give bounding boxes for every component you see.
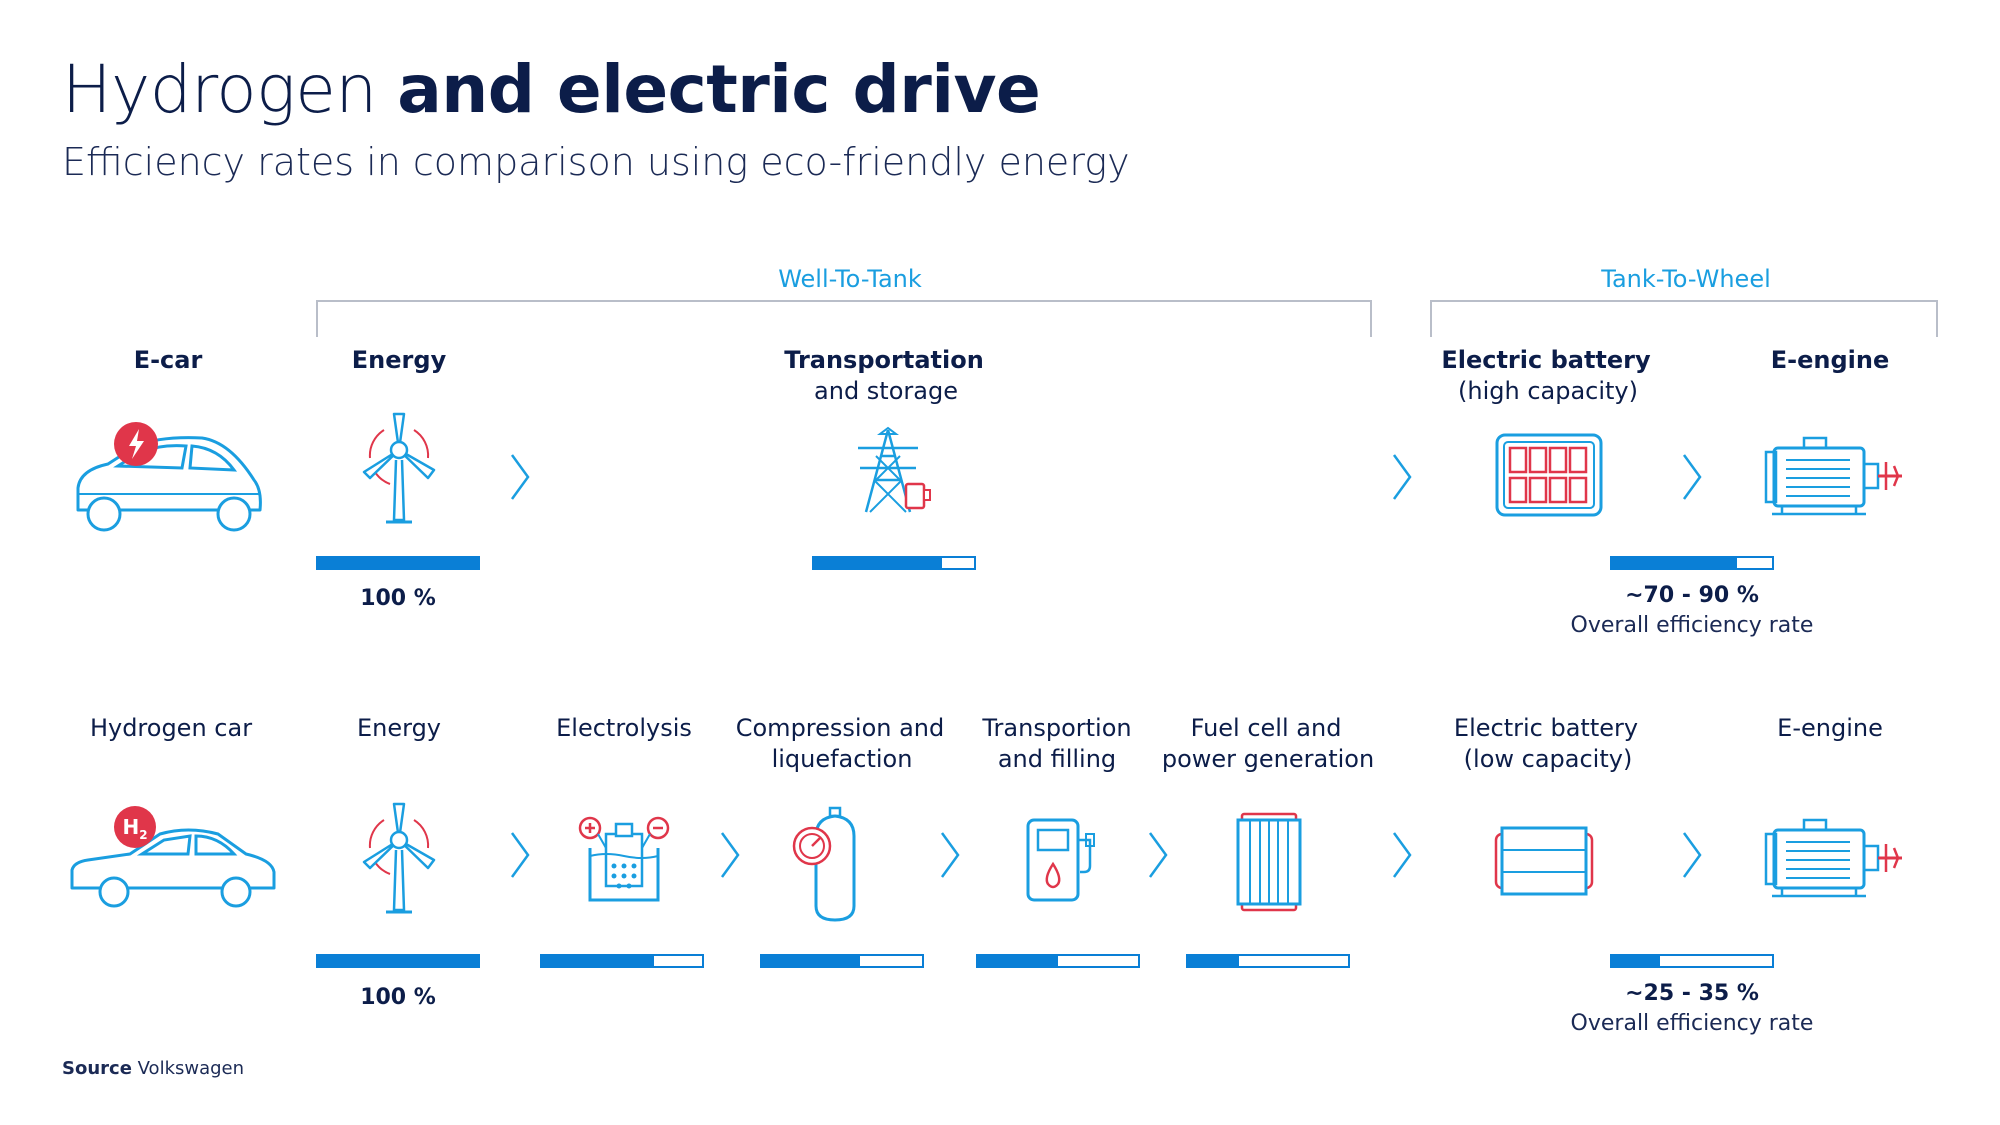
hcar-step-compression-label: Compression and <box>735 714 945 742</box>
hcar-label: Hydrogen car <box>89 714 253 742</box>
hydrogen-badge-letter: H <box>122 815 140 839</box>
ecar-energy-bar <box>316 556 480 570</box>
chevron-right-icon <box>940 832 960 878</box>
chevron-right-icon <box>720 832 740 878</box>
ecar-energy-bar-fill <box>318 558 478 568</box>
hydrogen-badge-sub: 2 <box>139 828 148 842</box>
hcar-energy-bar-fill <box>318 956 478 966</box>
hcar-compression-bar-fill <box>762 956 860 966</box>
ecar-label: E-car <box>133 346 203 374</box>
wind-turbine-icon <box>356 800 442 920</box>
hcar-step-fuelcell-label: Fuel cell and <box>1190 714 1342 742</box>
hcar-step-fuelcell-sub: power generation <box>1161 745 1375 773</box>
electric-motor-icon <box>1762 816 1908 900</box>
ecar-step-battery-label: Electric battery <box>1441 346 1651 374</box>
hcar-compression-bar <box>760 954 924 968</box>
battery-icon <box>1494 826 1594 896</box>
lightning-icon <box>114 422 158 466</box>
chevron-right-icon <box>1148 832 1168 878</box>
wind-turbine-icon <box>356 410 442 530</box>
hcar-step-battery-sub: (low capacity) <box>1463 745 1633 773</box>
ecar-energy-value: 100 % <box>360 586 436 611</box>
ecar-step-transport-label: Transportation <box>784 346 984 374</box>
ecar-step-transport-sub: and storage <box>814 377 958 405</box>
chevron-right-icon <box>510 832 530 878</box>
hcar-energy-value: 100 % <box>360 985 436 1010</box>
page-title: Hydrogen and electric drive <box>62 50 1041 130</box>
hcar-energy-bar <box>316 954 480 968</box>
title-light: Hydrogen <box>62 51 377 128</box>
hcar-step-electrolysis-label: Electrolysis <box>556 714 692 742</box>
ecar-overall-bar <box>1610 556 1774 570</box>
ecar-overall-note: Overall efficiency rate <box>1570 613 1814 638</box>
page-subtitle: Efficiency rates in comparison using eco… <box>62 140 1130 184</box>
title-bold: and electric drive <box>397 51 1041 128</box>
hcar-step-engine-label: E-engine <box>1777 714 1883 742</box>
hcar-overall-bar <box>1610 954 1774 968</box>
hcar-filling-bar-fill <box>978 956 1058 966</box>
ecar-transport-bar-fill <box>814 558 942 568</box>
chevron-right-icon <box>1392 454 1412 500</box>
electrolysis-icon <box>576 812 672 908</box>
chevron-right-icon <box>1682 454 1702 500</box>
source-label: Source <box>62 1058 132 1079</box>
hcar-row-icon: H2 <box>68 806 278 908</box>
well-to-tank-bracket <box>316 300 1372 337</box>
tank-to-wheel-bracket <box>1430 300 1938 337</box>
ecar-overall-value: ~70 - 90 % <box>1625 583 1759 608</box>
battery-icon <box>1494 432 1604 518</box>
hcar-overall-bar-fill <box>1612 956 1660 966</box>
hcar-overall-value: ~25 - 35 % <box>1625 981 1759 1006</box>
ecar-transport-bar <box>812 556 976 570</box>
power-pylon-icon <box>850 426 936 516</box>
gas-tank-icon <box>790 806 880 922</box>
car-icon <box>70 828 276 908</box>
fuel-pump-icon <box>1024 816 1100 904</box>
hcar-step-battery-label: Electric battery <box>1453 714 1639 742</box>
ecar-step-battery-sub: (high capacity) <box>1458 377 1638 405</box>
phase-tank-to-wheel: Tank-To-Wheel <box>1601 265 1771 293</box>
ecar-step-engine-label: E-engine <box>1770 346 1890 374</box>
fuel-cell-icon <box>1234 812 1304 912</box>
hcar-overall-note: Overall efficiency rate <box>1570 1011 1814 1036</box>
car-icon <box>76 436 262 532</box>
ecar-row-icon <box>70 422 266 536</box>
electric-motor-icon <box>1762 434 1908 518</box>
ecar-step-energy-label: Energy <box>351 346 447 374</box>
hcar-filling-bar <box>976 954 1140 968</box>
source-line: Source Volkswagen <box>62 1057 244 1081</box>
chevron-right-icon <box>1682 832 1702 878</box>
hcar-step-energy-label: Energy <box>356 714 442 742</box>
hcar-electrolysis-bar <box>540 954 704 968</box>
phase-well-to-tank: Well-To-Tank <box>778 265 922 293</box>
source-value: Volkswagen <box>137 1058 245 1079</box>
ecar-overall-bar-fill <box>1612 558 1737 568</box>
hcar-step-filling-sub: and filling <box>997 745 1117 773</box>
hcar-fuelcell-bar-fill <box>1188 956 1240 966</box>
hcar-step-filling-label: Transportion <box>982 714 1132 742</box>
hydrogen-badge-icon: H2 <box>114 806 156 848</box>
chevron-right-icon <box>1392 832 1412 878</box>
hcar-step-compression-sub: liquefaction <box>771 745 913 773</box>
hcar-fuelcell-bar <box>1186 954 1350 968</box>
hcar-electrolysis-bar-fill <box>542 956 654 966</box>
chevron-right-icon <box>510 454 530 500</box>
